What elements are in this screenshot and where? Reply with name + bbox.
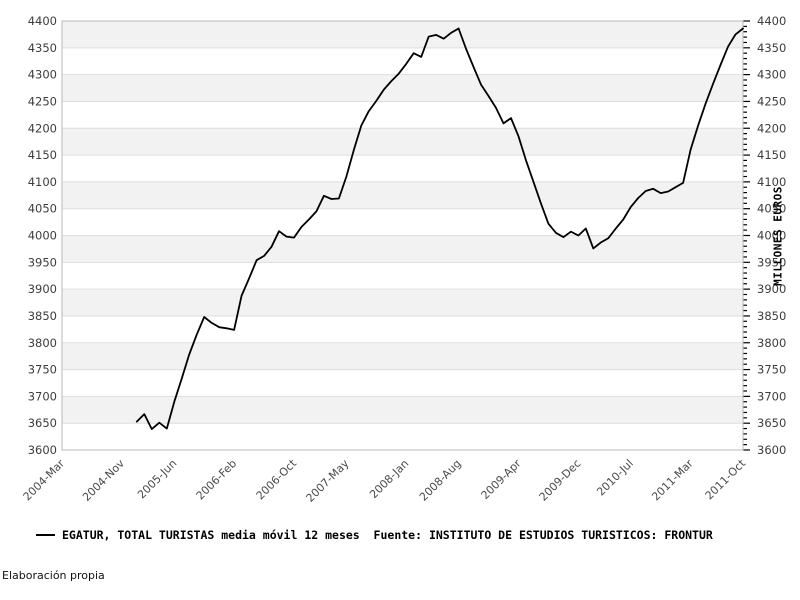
y-axis-label-right: 3950 <box>757 255 786 269</box>
y-axis-label-left: 3850 <box>28 309 57 323</box>
plot-band <box>62 342 743 370</box>
y-axis-label-right: 3650 <box>757 416 786 430</box>
plot-band <box>62 369 743 397</box>
x-axis-label: 2005-Jun <box>135 457 179 501</box>
plot-band <box>62 208 743 236</box>
y-axis-label-right: 3750 <box>757 363 786 377</box>
y-axis-label-right: 4100 <box>757 175 786 189</box>
x-axis-label: 2011-Mar <box>649 457 696 504</box>
y-axis-label-left: 4050 <box>28 202 57 216</box>
y-axis-label-left: 3800 <box>28 336 57 350</box>
plot-band <box>62 74 743 102</box>
x-axis-label: 2007-May <box>304 457 352 505</box>
y-axis-label-left: 4150 <box>28 148 57 162</box>
y-axis-label-right: 3600 <box>757 443 786 457</box>
y-axis-label-left: 3600 <box>28 443 57 457</box>
plot-band <box>62 235 743 263</box>
x-axis-label: 2006-Oct <box>254 456 300 502</box>
x-axis-label: 2004-Nov <box>80 457 127 504</box>
plot-band <box>62 47 743 75</box>
y-axis-unit-label: MILLONES EUROS <box>771 186 785 286</box>
y-axis-label-left: 4350 <box>28 41 57 55</box>
y-axis-label-left: 4250 <box>28 94 57 108</box>
line-chart-canvas: 3600 3600 3650 3650 3700 3700 3750 3750 3800 3800… <box>21 14 787 505</box>
y-axis-label-left: 4200 <box>28 121 57 135</box>
plot-band <box>62 21 743 48</box>
y-axis-label-right: 4400 <box>757 14 786 28</box>
data-line-series <box>135 27 744 431</box>
y-axis-label-right: 4200 <box>757 121 786 135</box>
x-axis-label: 2009-Dec <box>537 457 584 504</box>
plot-band <box>62 315 743 343</box>
y-axis-label-right: 3700 <box>757 389 786 403</box>
plot-band <box>62 101 743 129</box>
y-axis-label-left: 4300 <box>28 68 57 82</box>
plot-band <box>62 128 743 156</box>
y-axis-label-left: 4400 <box>28 14 57 28</box>
y-axis-label-right: 3850 <box>757 309 786 323</box>
attribution-note: Elaboración propia <box>2 569 105 582</box>
y-axis-label-right: 4250 <box>757 94 786 108</box>
y-axis-label-left: 3700 <box>28 389 57 403</box>
y-axis-label-left: 4000 <box>28 229 57 243</box>
y-axis-label-left: 4100 <box>28 175 57 189</box>
y-axis-label-right: 4300 <box>757 68 786 82</box>
y-axis-label-left: 3900 <box>28 282 57 296</box>
y-axis-label-left: 3650 <box>28 416 57 430</box>
y-axis-label-right: 4000 <box>757 229 786 243</box>
y-axis-label-left: 3950 <box>28 255 57 269</box>
chart-legend: EGATUR, TOTAL TURISTAS media móvil 12 me… <box>36 528 713 542</box>
plot-band <box>62 155 743 182</box>
legend-line-swatch <box>36 534 55 536</box>
x-axis-label: 2006-Feb <box>194 457 240 503</box>
x-axis-label: 2004-Mar <box>21 457 68 504</box>
y-axis-label-right: 4050 <box>757 202 786 216</box>
y-axis-label-right: 3800 <box>757 336 786 350</box>
x-axis-label: 2009-Apr <box>479 457 524 502</box>
x-axis-label: 2008-Aug <box>417 457 464 504</box>
y-axis-label-right: 4350 <box>757 41 786 55</box>
x-axis-label: 2011-Oct <box>703 456 749 502</box>
plot-band <box>62 262 743 290</box>
x-axis-label: 2008-Jan <box>367 457 411 501</box>
plot-band <box>62 396 743 424</box>
legend-label: EGATUR, TOTAL TURISTAS media móvil 12 me… <box>62 528 713 542</box>
plot-band <box>62 289 743 316</box>
plot-border <box>61 20 744 451</box>
x-axis-label: 2010-Jul <box>594 457 636 499</box>
plot-band <box>62 181 743 209</box>
plot-band <box>62 423 743 450</box>
y-axis-label-right: 3900 <box>757 282 786 296</box>
y-axis-label-left: 3750 <box>28 363 57 377</box>
y-axis-label-right: 4150 <box>757 148 786 162</box>
